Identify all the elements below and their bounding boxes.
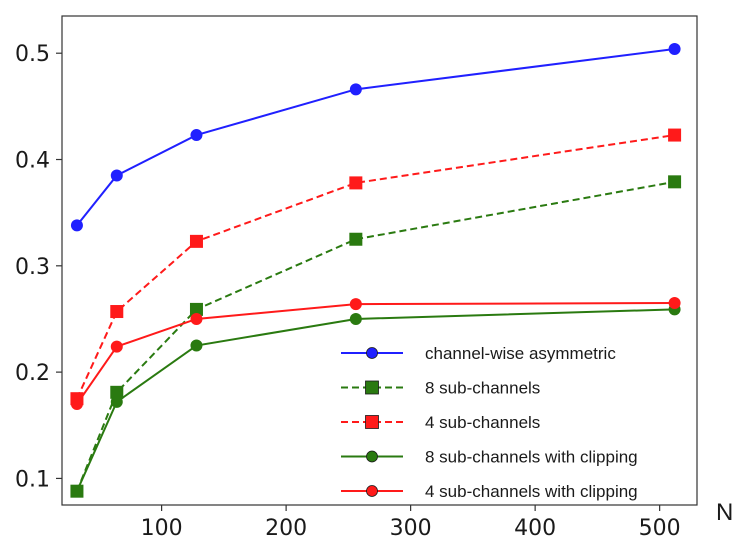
legend-entry: channel-wise asymmetric: [341, 344, 616, 363]
chart-marks: [70, 42, 682, 498]
axis-ticks: 100 200 300 400 500 0.1 0.2 0.3 0.4 0.5: [15, 42, 681, 541]
data-point: [190, 312, 203, 325]
series-3: [70, 128, 682, 406]
legend-entry: 8 sub-channels with clipping: [341, 448, 638, 467]
y-tick-label: 0.4: [15, 149, 50, 174]
data-point: [668, 175, 682, 189]
x-tick-label: 500: [639, 516, 681, 541]
series-5: [70, 297, 681, 411]
legend-entry: 8 sub-channels: [341, 379, 540, 398]
x-axis-label: N: [716, 499, 733, 526]
data-point: [349, 176, 363, 190]
legend-marker: [366, 450, 378, 463]
legend: channel-wise asymmetric 8 sub-channels 4 s…: [341, 344, 638, 501]
data-point: [110, 305, 124, 319]
data-point: [189, 234, 203, 248]
legend-marker: [366, 347, 378, 359]
data-point: [70, 485, 83, 498]
data-point: [70, 219, 83, 232]
legend-label: channel-wise asymmetric: [425, 344, 616, 363]
legend-label: 8 sub-channels with clipping: [425, 448, 638, 467]
series-4: [70, 303, 681, 498]
y-tick-label: 0.2: [15, 361, 50, 386]
legend-marker: [365, 380, 379, 395]
x-tick-label: 400: [514, 516, 556, 541]
data-point: [190, 129, 203, 142]
y-tick-label: 0.3: [15, 255, 50, 280]
x-tick-label: 200: [265, 516, 307, 541]
y-tick-label: 0.5: [15, 42, 50, 67]
x-tick-label: 300: [390, 516, 432, 541]
series-line: [76, 180, 675, 492]
plot-frame: [61, 15, 698, 506]
data-point: [668, 297, 681, 310]
legend-entry: 4 sub-channels with clipping: [341, 482, 638, 501]
data-point: [190, 339, 203, 352]
data-point: [110, 385, 124, 399]
data-point: [668, 42, 681, 55]
legend-label: 8 sub-channels: [425, 379, 540, 398]
data-point: [668, 128, 682, 142]
data-point: [70, 398, 83, 411]
legend-entry: 4 sub-channels: [341, 413, 540, 432]
data-point: [110, 395, 123, 408]
legend-label: 4 sub-channels: [425, 413, 540, 432]
data-point: [349, 312, 362, 325]
legend-marker: [366, 485, 378, 497]
series-1: [70, 42, 681, 232]
x-tick-label: 100: [141, 516, 183, 541]
data-point: [349, 232, 363, 246]
legend-marker: [365, 415, 379, 429]
y-tick-label: 0.1: [15, 467, 50, 492]
data-point: [349, 298, 362, 311]
legend-label: 4 sub-channels with clipping: [425, 482, 638, 501]
data-point: [110, 340, 123, 353]
data-point: [189, 302, 203, 316]
data-point: [110, 169, 123, 182]
data-point: [349, 83, 362, 96]
